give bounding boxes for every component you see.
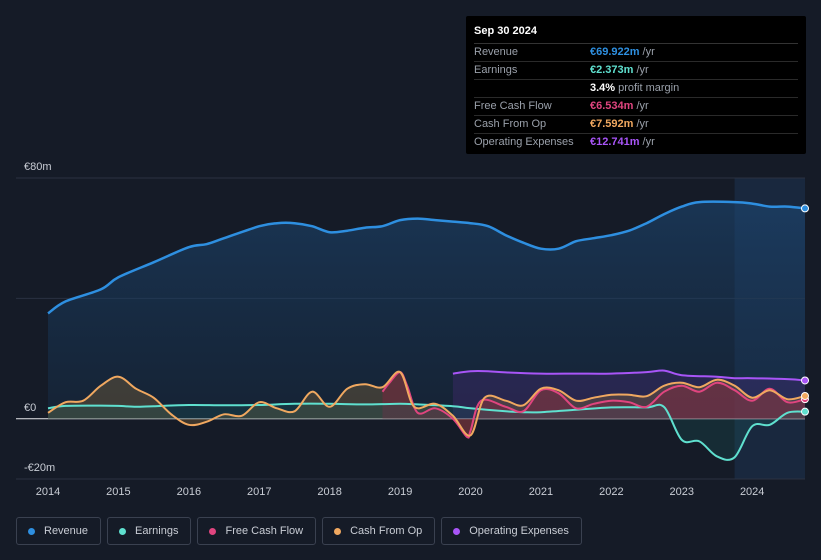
- tooltip-label: Free Cash Flow: [474, 100, 552, 112]
- x-tick-label: 2016: [177, 486, 201, 498]
- legend-label: Free Cash Flow: [225, 525, 304, 537]
- x-tick-label: 2019: [388, 486, 412, 498]
- legend-dot-icon: [453, 527, 461, 535]
- legend-revenue[interactable]: Revenue: [16, 517, 102, 545]
- cash-from-op-area: [48, 371, 805, 436]
- tooltip-date: Sep 30 2024: [474, 24, 798, 44]
- y-tick-label: -€20m: [24, 462, 55, 474]
- revenue-end-marker: [801, 204, 809, 213]
- tooltip-value: €2.373m: [590, 64, 634, 76]
- tooltip-row-operating-expenses: Operating Expenses €12.741m /yr: [474, 134, 798, 151]
- x-tick-label: 2014: [36, 486, 60, 498]
- tooltip-unit: /yr: [636, 64, 649, 76]
- revenue-line: [47, 200, 806, 315]
- tooltip-unit: /yr: [636, 100, 649, 112]
- legend-dot-icon: [28, 527, 35, 535]
- legend-dot-icon: [209, 527, 217, 535]
- tooltip-row-profit-margin: 3.4% profit margin: [474, 80, 798, 98]
- earnings-line: [47, 402, 806, 461]
- x-tick-label: 2024: [740, 486, 764, 498]
- earnings-area: [48, 403, 805, 460]
- x-tick-label: 2023: [670, 486, 694, 498]
- tooltip-row-earnings: Earnings €2.373m /yr: [474, 62, 798, 80]
- tooltip-row-revenue: Revenue €69.922m /yr: [474, 44, 798, 62]
- legend-dot-icon: [119, 527, 127, 535]
- tooltip-value: €12.741m: [590, 136, 640, 148]
- cash-from-op-line: [47, 370, 806, 437]
- tooltip-value: €6.534m: [590, 100, 634, 112]
- tooltip-unit: /yr: [642, 46, 655, 58]
- legend-label: Earnings: [135, 525, 179, 537]
- tooltip-label: Cash From Op: [474, 118, 547, 130]
- x-tick-label: 2020: [458, 486, 482, 498]
- tooltip-unit: profit margin: [618, 82, 680, 94]
- tooltip-label: Operating Expenses: [474, 136, 574, 148]
- tooltip-unit: /yr: [642, 136, 655, 148]
- cash-from-op-end-marker: [801, 391, 809, 400]
- operating-expenses-end-marker: [801, 376, 809, 385]
- tooltip-value: 3.4%: [590, 82, 616, 94]
- y-tick-label: €0: [24, 402, 36, 414]
- tooltip-row-free-cash-flow: Free Cash Flow €6.534m /yr: [474, 98, 798, 116]
- free-cash-flow-line: [381, 371, 806, 439]
- earnings-end-marker: [801, 407, 809, 416]
- free-cash-flow-area: [382, 372, 805, 438]
- x-tick-label: 2017: [247, 486, 271, 498]
- x-tick-label: 2015: [106, 486, 130, 498]
- x-tick-label: 2022: [599, 486, 623, 498]
- revenue-area: [48, 201, 805, 419]
- tooltip-value: €7.592m: [590, 118, 634, 130]
- legend-free-cash-flow[interactable]: Free Cash Flow: [197, 517, 317, 545]
- operating-expenses-line: [452, 369, 806, 382]
- chart-legend: Revenue Earnings Free Cash Flow Cash Fro…: [16, 517, 582, 547]
- legend-earnings[interactable]: Earnings: [107, 517, 192, 545]
- financial-chart: €80m €0 -€20m 2014 2015 2016 2017 2018 2019 2020…: [16, 161, 809, 498]
- legend-cash-from-op[interactable]: Cash From Op: [322, 517, 436, 545]
- legend-operating-expenses[interactable]: Operating Expenses: [441, 517, 582, 545]
- tooltip-label: Earnings: [474, 64, 518, 76]
- tooltip-label: [474, 80, 590, 97]
- tooltip-label: Revenue: [474, 46, 519, 58]
- legend-label: Cash From Op: [350, 525, 423, 537]
- tooltip-panel: Sep 30 2024 Revenue €69.922m /yr Earning…: [466, 16, 806, 154]
- x-tick-label: 2018: [317, 486, 341, 498]
- tooltip-value: €69.922m: [590, 46, 640, 58]
- tooltip-unit: /yr: [636, 118, 649, 130]
- legend-dot-icon: [334, 527, 342, 535]
- y-tick-label: €80m: [24, 161, 52, 173]
- legend-label: Operating Expenses: [469, 525, 569, 537]
- x-tick-label: 2021: [529, 486, 553, 498]
- tooltip-row-cash-from-op: Cash From Op €7.592m /yr: [474, 116, 798, 134]
- legend-label: Revenue: [44, 525, 89, 537]
